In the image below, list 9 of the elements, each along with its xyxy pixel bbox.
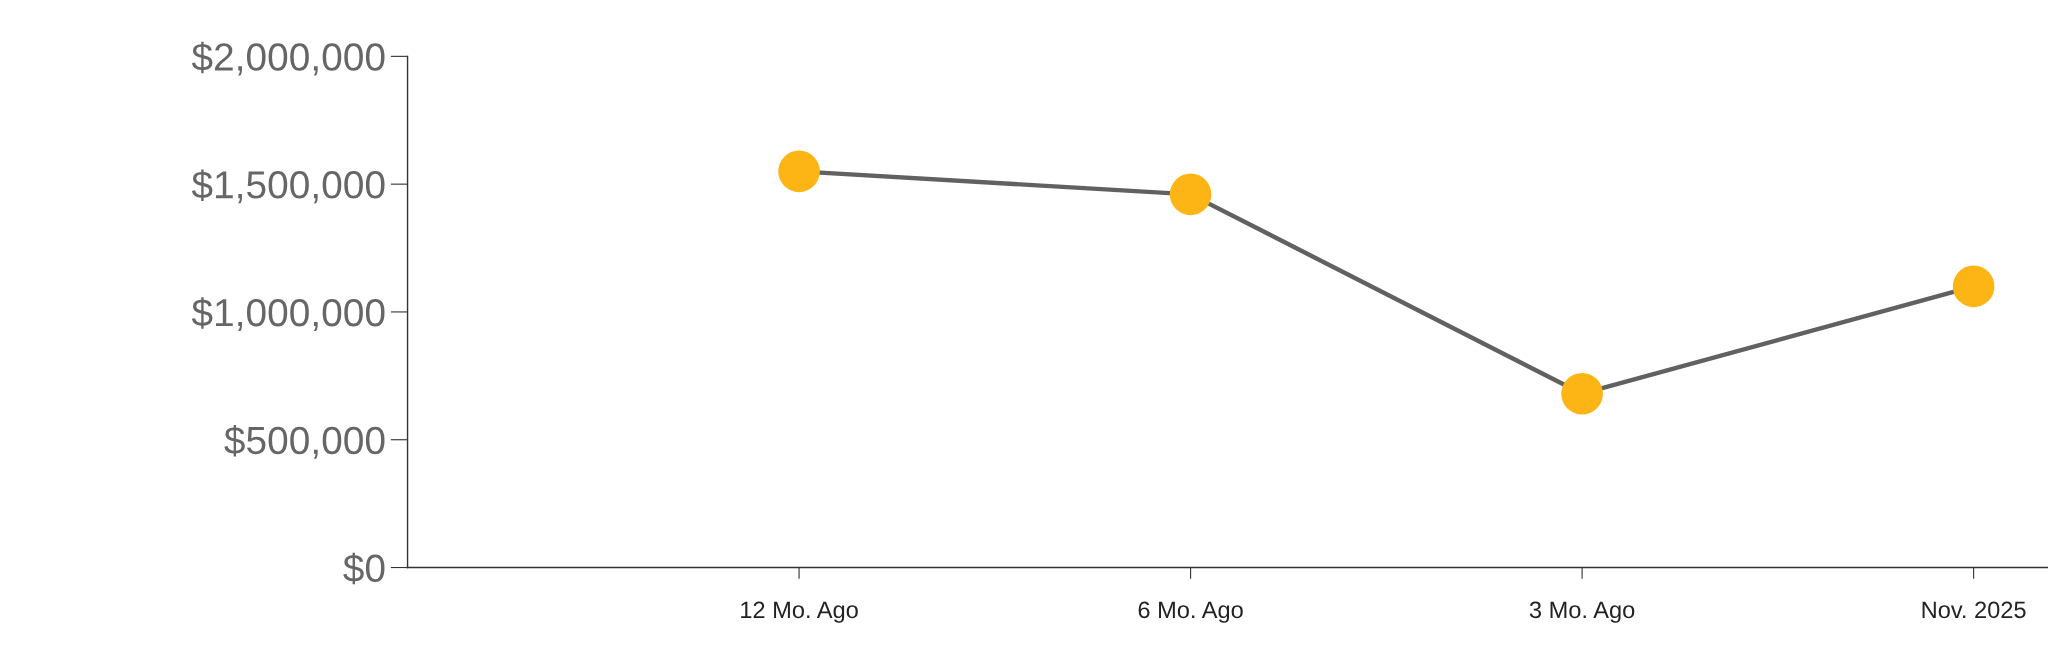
y-tick-label: $1,500,000 [191, 169, 385, 204]
x-tick-label: 12 Mo. Ago [741, 601, 858, 623]
x-tick-label: 6 Mo. Ago [1138, 601, 1243, 623]
x-tick-label: Nov. 2025 [1922, 601, 2026, 619]
y-tick-label: $500,000 [224, 425, 385, 459]
y-tick-label: $0 [343, 552, 385, 585]
y-tick-label: $1,000,000 [191, 297, 385, 332]
x-tick-label: 3 Mo. Ago [1529, 601, 1635, 623]
y-tick-label: $2,000,000 [191, 41, 385, 76]
